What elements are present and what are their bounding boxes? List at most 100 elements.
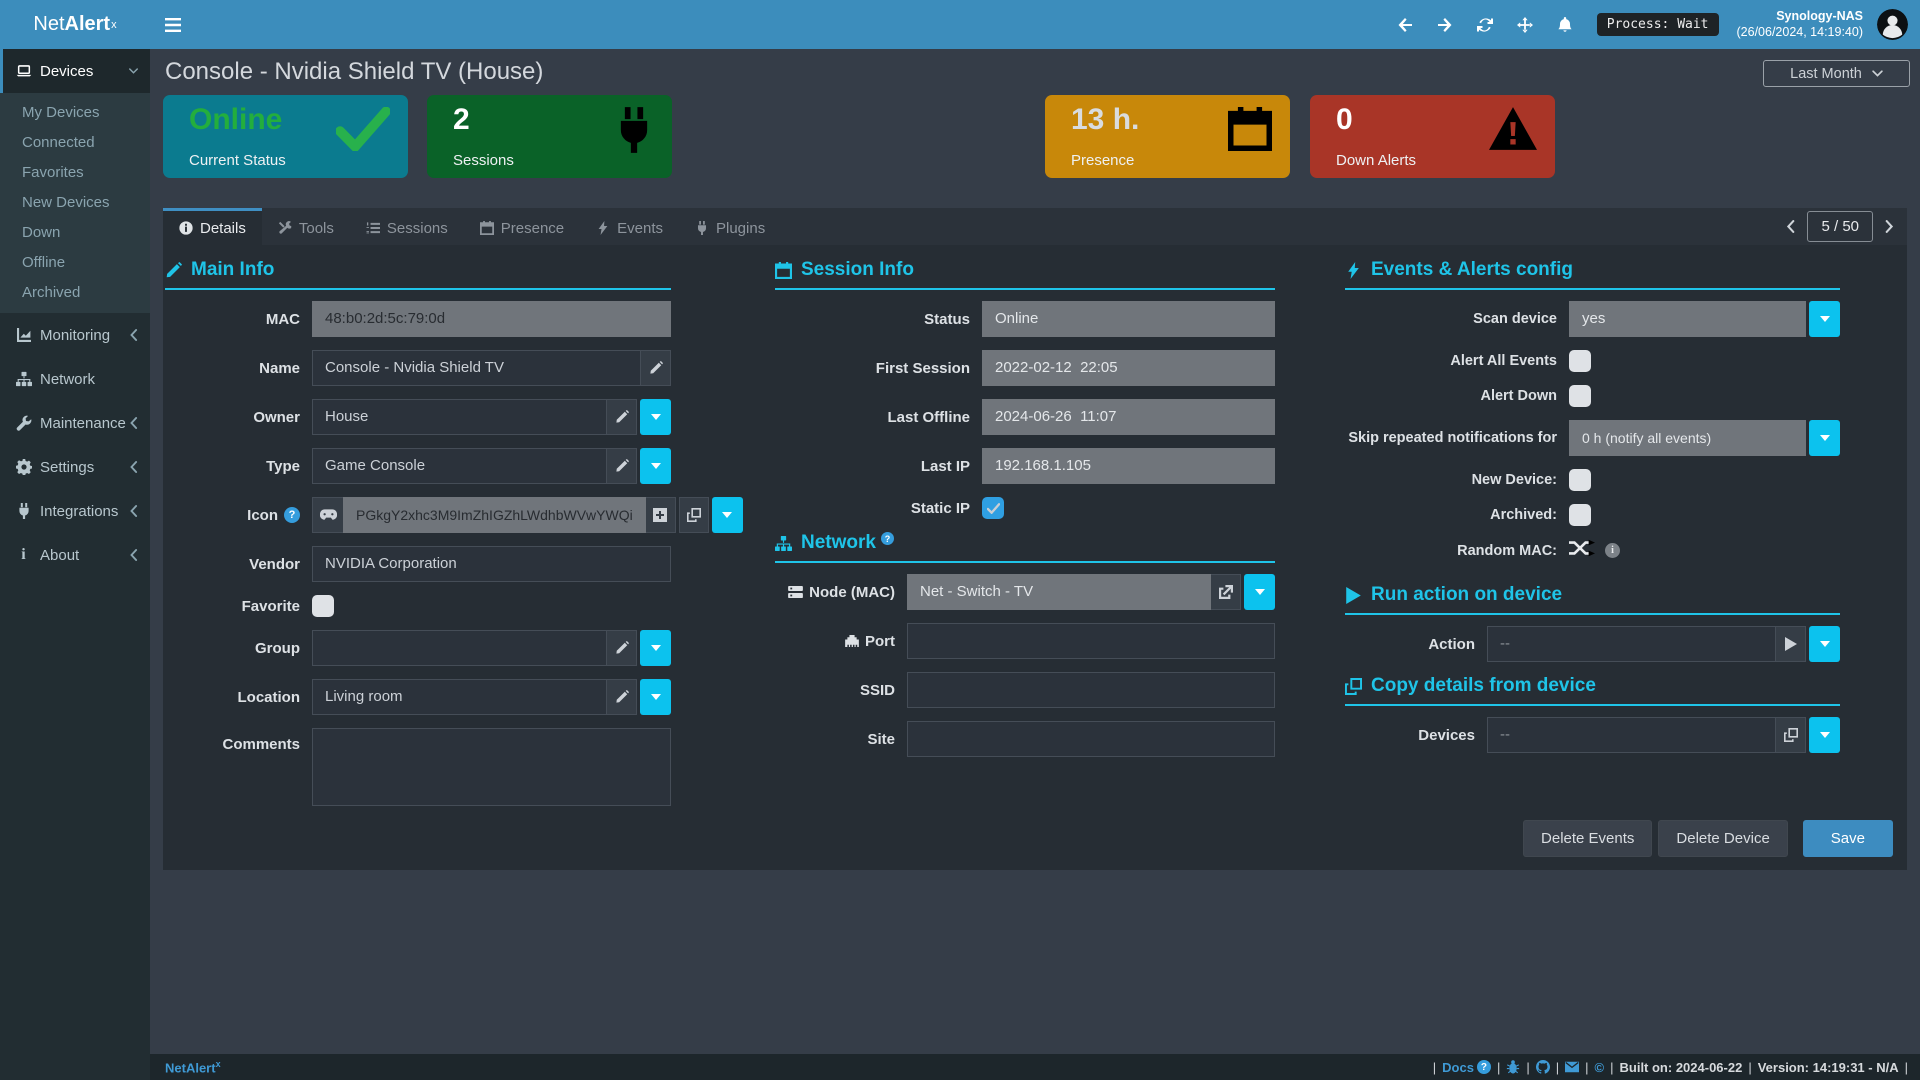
tab-details[interactable]: Details [163, 208, 262, 245]
copy-icon-button[interactable] [678, 497, 709, 533]
node-dropdown-button[interactable] [1244, 574, 1275, 610]
page-title: Console - Nvidia Shield TV (House) [165, 58, 544, 85]
archived-checkbox[interactable] [1569, 504, 1591, 526]
sidebar-item-archived[interactable]: Archived [22, 284, 81, 301]
sidebar-item-maintenance[interactable]: Maintenance [0, 401, 150, 445]
sidebar-item-devices[interactable]: Devices [0, 49, 150, 93]
skip-notifications-dropdown-button[interactable] [1809, 420, 1840, 456]
site-input[interactable] [907, 721, 1275, 757]
sidebar-item-my-devices[interactable]: My Devices [22, 104, 100, 121]
bug-report-link[interactable] [1506, 1060, 1520, 1074]
delete-events-button[interactable]: Delete Events [1523, 820, 1653, 857]
sidebar-item-favorites[interactable]: Favorites [22, 164, 84, 181]
edit-location-button[interactable] [607, 679, 637, 715]
devices-dropdown-button[interactable] [1809, 717, 1840, 753]
status-card-current-status[interactable]: Online Current Status [163, 95, 408, 178]
comments-textarea[interactable] [312, 728, 671, 806]
add-icon-button[interactable] [645, 497, 676, 533]
scan-device-select[interactable]: yes [1569, 301, 1806, 337]
tab-plugins[interactable]: Plugins [679, 208, 781, 245]
sidebar-item-integrations[interactable]: Integrations [0, 489, 150, 533]
scan-device-dropdown-button[interactable] [1809, 301, 1840, 337]
new-device-checkbox[interactable] [1569, 469, 1591, 491]
field-row-last-ip: Last IP 192.168.1.105 [775, 448, 1275, 484]
alert-all-events-checkbox[interactable] [1569, 350, 1591, 372]
favorite-checkbox[interactable] [312, 595, 334, 617]
copyright-link[interactable]: © [1594, 1059, 1605, 1075]
sidebar-item-new-devices[interactable]: New Devices [22, 194, 110, 211]
sidebar-item-monitoring[interactable]: Monitoring [0, 313, 150, 357]
sidebar-item-network[interactable]: Network [0, 357, 150, 401]
icon-base64-input[interactable]: PGkgY2xhc3M9ImZhIGZhLWdhbWVwYWQi [343, 497, 646, 533]
run-action-button[interactable] [1776, 626, 1806, 662]
port-input[interactable] [907, 623, 1275, 659]
app-logo[interactable]: Net Alert x [0, 0, 150, 49]
open-node-button[interactable] [1211, 574, 1241, 610]
status-card-sessions[interactable]: 2 Sessions [427, 95, 672, 178]
vendor-input[interactable]: NVIDIA Corporation [312, 546, 671, 582]
group-input[interactable] [312, 630, 607, 666]
tab-tools[interactable]: Tools [262, 208, 350, 245]
tab-presence[interactable]: Presence [464, 208, 580, 245]
sidebar-item-settings[interactable]: Settings [0, 445, 150, 489]
question-circle-icon[interactable]: ? [284, 507, 300, 523]
type-dropdown-button[interactable] [640, 448, 671, 484]
notifications-button[interactable] [1545, 0, 1585, 49]
github-link[interactable] [1536, 1060, 1550, 1074]
static-ip-checkbox[interactable] [982, 497, 1004, 519]
type-input[interactable]: Game Console [312, 448, 607, 484]
status-card-presence[interactable]: 13 h. Presence [1045, 95, 1290, 178]
edit-name-button[interactable] [641, 350, 671, 386]
info-circle-icon[interactable]: i [1605, 543, 1620, 558]
details-tab-panel: Main Info MAC 48:b0:2d:5c:79:0d Name Con… [163, 245, 1907, 870]
owner-dropdown-button[interactable] [640, 399, 671, 435]
docs-link[interactable]: Docs? [1442, 1060, 1491, 1075]
period-select[interactable]: Last Month [1763, 60, 1910, 87]
edit-type-button[interactable] [607, 448, 637, 484]
status-card-down-alerts[interactable]: 0 Down Alerts [1310, 95, 1555, 178]
delete-device-button[interactable]: Delete Device [1658, 820, 1788, 857]
mac-input[interactable]: 48:b0:2d:5c:79:0d [312, 301, 671, 337]
ssid-input[interactable] [907, 672, 1275, 708]
sidebar-item-about[interactable]: i About [0, 533, 150, 577]
icon-dropdown-button[interactable] [711, 497, 743, 533]
tab-sessions[interactable]: Sessions [350, 208, 464, 245]
copy-devices-select[interactable]: -- [1487, 717, 1776, 753]
sidebar-toggle-button[interactable] [150, 0, 196, 49]
nav-forward-button[interactable] [1425, 0, 1465, 49]
location-dropdown-button[interactable] [640, 679, 671, 715]
field-label: Devices [1418, 726, 1475, 744]
pencil-icon [649, 361, 663, 375]
email-link[interactable] [1565, 1060, 1579, 1074]
copy-details-button[interactable] [1776, 717, 1806, 753]
question-circle-icon[interactable]: ? [880, 532, 894, 545]
user-avatar[interactable] [1877, 9, 1908, 40]
action-dropdown-button[interactable] [1809, 626, 1840, 662]
field-label: Node (MAC) [775, 584, 895, 601]
save-button[interactable]: Save [1802, 820, 1893, 857]
pager-prev-button[interactable] [1782, 216, 1799, 237]
name-input[interactable]: Console - Nvidia Shield TV [312, 350, 641, 386]
field-label: MAC [265, 310, 300, 328]
sidebar-item-offline[interactable]: Offline [22, 254, 66, 271]
group-dropdown-button[interactable] [640, 630, 671, 666]
action-select[interactable]: -- [1487, 626, 1776, 662]
play-icon [1784, 637, 1798, 651]
tab-label: Plugins [716, 219, 766, 237]
move-button[interactable] [1505, 0, 1545, 49]
owner-input[interactable]: House [312, 399, 607, 435]
edit-group-button[interactable] [607, 630, 637, 666]
refresh-button[interactable] [1465, 0, 1505, 49]
pager-next-button[interactable] [1881, 216, 1898, 237]
edit-owner-button[interactable] [607, 399, 637, 435]
node-mac-input[interactable]: Net - Switch - TV [907, 574, 1211, 610]
caret-down-icon [651, 694, 661, 700]
skip-notifications-select[interactable]: 0 h (notify all events) [1569, 420, 1806, 456]
sidebar-item-connected[interactable]: Connected [22, 134, 95, 151]
sidebar-item-down[interactable]: Down [22, 224, 61, 241]
nav-back-button[interactable] [1385, 0, 1425, 49]
footer-brand[interactable]: NetAlertx [165, 1059, 221, 1075]
location-input[interactable]: Living room [312, 679, 607, 715]
tab-events[interactable]: Events [580, 208, 679, 245]
alert-down-checkbox[interactable] [1569, 385, 1591, 407]
